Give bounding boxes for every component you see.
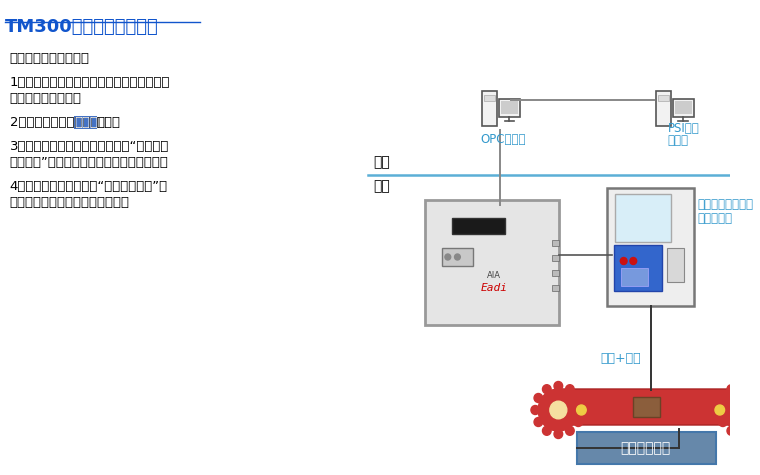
Circle shape xyxy=(715,405,724,415)
Circle shape xyxy=(565,426,575,435)
Text: 4、采煎机电控系统预留“自动拖揽装置”电: 4、采煎机电控系统预留“自动拖揽装置”电 xyxy=(10,180,168,193)
Circle shape xyxy=(538,389,578,431)
Text: 采煎机远程操作筱: 采煎机远程操作筱 xyxy=(698,198,754,211)
Bar xyxy=(552,240,559,246)
Text: 无线+有线: 无线+有线 xyxy=(600,352,641,364)
Circle shape xyxy=(620,257,627,265)
Text: 控制台位置: 控制台位置 xyxy=(698,212,733,225)
Bar xyxy=(675,101,692,114)
Circle shape xyxy=(534,393,543,402)
FancyBboxPatch shape xyxy=(74,116,97,129)
Circle shape xyxy=(565,385,575,394)
FancyBboxPatch shape xyxy=(559,389,744,425)
Circle shape xyxy=(758,418,760,427)
Text: OPC服务器: OPC服务器 xyxy=(480,133,526,146)
Circle shape xyxy=(531,406,540,415)
Circle shape xyxy=(718,393,727,402)
Text: 2、采煎机电控系统内部有: 2、采煎机电控系统内部有 xyxy=(10,116,106,129)
Circle shape xyxy=(715,406,724,415)
Circle shape xyxy=(543,385,551,394)
Bar xyxy=(633,397,660,417)
Circle shape xyxy=(554,381,562,390)
Text: 自动拖揽装置: 自动拖揽装置 xyxy=(621,441,671,455)
Circle shape xyxy=(727,426,736,435)
Circle shape xyxy=(574,393,583,402)
Bar xyxy=(577,432,716,464)
Circle shape xyxy=(549,401,567,419)
Text: 程操作筱”可以利用摄像头远程操作采煎机；: 程操作筱”可以利用摄像头远程操作采煎机； xyxy=(10,156,169,169)
Bar xyxy=(425,200,559,325)
Bar xyxy=(607,188,694,306)
Bar xyxy=(658,95,669,101)
Circle shape xyxy=(574,418,583,427)
Circle shape xyxy=(734,401,752,419)
Circle shape xyxy=(718,418,727,427)
Bar xyxy=(552,285,559,291)
Circle shape xyxy=(739,381,747,390)
Circle shape xyxy=(577,405,586,415)
Text: 记忆截割: 记忆截割 xyxy=(74,116,107,129)
Circle shape xyxy=(445,254,451,260)
Circle shape xyxy=(750,385,758,394)
Text: 程序；: 程序； xyxy=(97,116,121,129)
Text: Eadi: Eadi xyxy=(480,283,508,293)
Circle shape xyxy=(543,426,551,435)
Bar xyxy=(483,91,497,126)
Circle shape xyxy=(750,426,758,435)
Circle shape xyxy=(534,418,543,427)
Bar xyxy=(499,99,520,117)
Circle shape xyxy=(577,406,586,415)
Bar xyxy=(673,99,694,117)
Text: 地面: 地面 xyxy=(373,155,390,169)
Bar xyxy=(501,101,518,114)
Bar xyxy=(657,91,671,126)
Text: 1、采煎机利用有线加无线的方式进行数上传: 1、采煎机利用有线加无线的方式进行数上传 xyxy=(10,76,170,89)
Bar xyxy=(552,255,559,261)
Circle shape xyxy=(739,429,747,438)
Circle shape xyxy=(554,429,562,438)
Bar xyxy=(451,218,505,234)
Text: 3、采煎机电控系统配套有专用的“采煎机远: 3、采煎机电控系统配套有专用的“采煎机远 xyxy=(10,140,169,153)
Bar xyxy=(614,245,662,291)
Text: AIA: AIA xyxy=(487,272,501,281)
Text: （大唐解决方案）；: （大唐解决方案）； xyxy=(10,92,81,105)
Text: 采煎机自动功能介绍：: 采煎机自动功能介绍： xyxy=(10,52,90,65)
Circle shape xyxy=(758,393,760,402)
Bar xyxy=(484,95,495,101)
Text: TM300煎机电控系统方案: TM300煎机电控系统方案 xyxy=(5,18,159,36)
Text: 井下: 井下 xyxy=(373,179,390,193)
Bar xyxy=(621,268,648,286)
Text: PSI系统: PSI系统 xyxy=(668,122,700,135)
Circle shape xyxy=(723,389,760,431)
Bar xyxy=(667,248,684,282)
Text: 气接口，配合自动拖缆装置工作。: 气接口，配合自动拖缆装置工作。 xyxy=(10,196,130,209)
Circle shape xyxy=(454,254,461,260)
Bar xyxy=(552,270,559,276)
Circle shape xyxy=(630,257,637,265)
Bar xyxy=(442,248,473,266)
Circle shape xyxy=(727,385,736,394)
Bar xyxy=(615,194,671,242)
Text: 或其他: 或其他 xyxy=(668,134,689,147)
